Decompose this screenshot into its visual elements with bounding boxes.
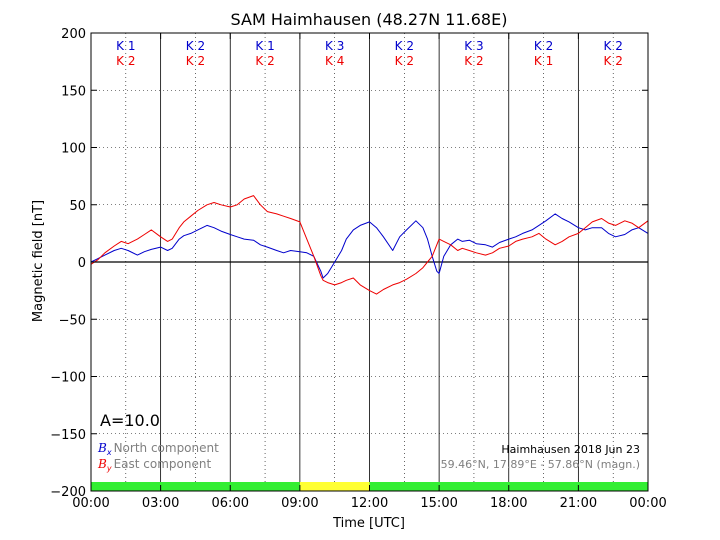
y-tick-label: −100: [50, 371, 86, 386]
legend: Bx North component By East component: [97, 441, 219, 473]
series-line-by: [90, 195, 649, 295]
station-date-label: Haimhausen 2018 Jun 23: [501, 443, 640, 456]
legend-sub-by: y: [106, 464, 112, 473]
k-index-bx: K 2: [534, 39, 553, 53]
x-tick-label: 15:00: [420, 496, 457, 511]
x-tick-label: 06:00: [212, 496, 249, 511]
coordinates-label: 59.46°N, 17.89°E - 57.86°N (magn.): [441, 458, 640, 471]
x-axis-label: Time [UTC]: [332, 516, 405, 531]
activity-segment: [299, 482, 370, 491]
legend-entry-bx: Bx North component: [97, 441, 219, 457]
y-tick-label: 100: [61, 142, 86, 157]
x-tick-label: 12:00: [351, 496, 388, 511]
legend-entry-by: By East component: [97, 457, 211, 473]
x-tick-label: 00:00: [72, 496, 109, 511]
y-tick-label: 0: [78, 256, 86, 271]
k-index-labels: K 1K 2K 2K 2K 1K 2K 3K 4K 2K 2K 3K 2K 2K…: [116, 39, 623, 68]
a-index-label: A=10.0: [100, 411, 160, 430]
y-tick-label: −150: [50, 428, 86, 443]
x-tick-label: 00:00: [629, 496, 666, 511]
legend-label-by: East component: [114, 457, 212, 471]
y-axis-label: Magnetic field [nT]: [31, 200, 46, 322]
k-index-by: K 2: [186, 54, 205, 68]
x-tick-label: 09:00: [281, 496, 318, 511]
y-tick-label: 200: [61, 27, 86, 42]
x-tick-label: 21:00: [560, 496, 597, 511]
k-index-bx: K 2: [604, 39, 623, 53]
k-index-bx: K 3: [464, 39, 483, 53]
k-index-by: K 2: [464, 54, 483, 68]
legend-label-bx: North component: [114, 441, 220, 455]
k-index-by: K 4: [325, 54, 344, 68]
legend-symbol-by: B: [97, 457, 107, 471]
k-index-bx: K 1: [116, 39, 135, 53]
k-index-bx: K 2: [395, 39, 414, 53]
x-tick-label: 03:00: [142, 496, 179, 511]
legend-symbol-bx: B: [97, 441, 107, 455]
legend-sub-bx: x: [106, 448, 112, 457]
y-tick-label: −50: [59, 313, 86, 328]
k-index-bx: K 2: [186, 39, 205, 53]
y-tick-label: 150: [61, 84, 86, 99]
x-tick-label: 18:00: [490, 496, 527, 511]
k-index-by: K 2: [255, 54, 274, 68]
y-tick-label: −200: [50, 485, 86, 500]
k-index-by: K 2: [116, 54, 135, 68]
activity-segment: [91, 482, 300, 491]
k-index-by: K 2: [395, 54, 414, 68]
k-index-by: K 1: [534, 54, 553, 68]
series-lines: [90, 195, 649, 295]
y-tick-label: 50: [69, 199, 86, 214]
k-index-by: K 2: [604, 54, 623, 68]
k-index-bx: K 3: [325, 39, 344, 53]
axis-ticks: −200 −150 −100 −50 0 50 100 150 200 00:00 03:00 06:…: [50, 27, 666, 511]
series-line-bx: [90, 213, 649, 279]
k-index-bx: K 1: [255, 39, 274, 53]
chart-title: SAM Haimhausen (48.27N 11.68E): [231, 10, 508, 29]
